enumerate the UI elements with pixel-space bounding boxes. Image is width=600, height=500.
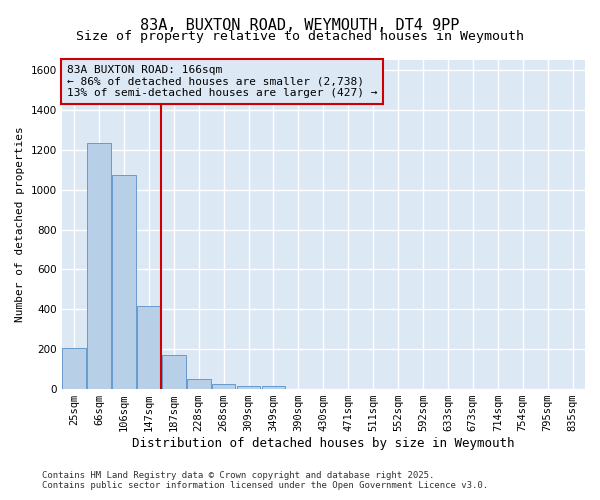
Bar [212, 384, 235, 389]
Y-axis label: Number of detached properties: Number of detached properties [15, 126, 25, 322]
Text: 83A BUXTON ROAD: 166sqm
← 86% of detached houses are smaller (2,738)
13% of semi: 83A BUXTON ROAD: 166sqm ← 86% of detache… [67, 65, 377, 98]
Bar [87, 143, 111, 389]
Text: 83A, BUXTON ROAD, WEYMOUTH, DT4 9PP: 83A, BUXTON ROAD, WEYMOUTH, DT4 9PP [140, 18, 460, 32]
Bar [237, 386, 260, 389]
Bar [162, 355, 185, 389]
X-axis label: Distribution of detached houses by size in Weymouth: Distribution of detached houses by size … [132, 437, 515, 450]
Bar [187, 379, 211, 389]
Text: Size of property relative to detached houses in Weymouth: Size of property relative to detached ho… [76, 30, 524, 43]
Text: Contains HM Land Registry data © Crown copyright and database right 2025.
Contai: Contains HM Land Registry data © Crown c… [42, 470, 488, 490]
Bar [112, 174, 136, 389]
Bar [62, 348, 86, 389]
Bar [137, 306, 161, 389]
Bar [262, 386, 286, 389]
